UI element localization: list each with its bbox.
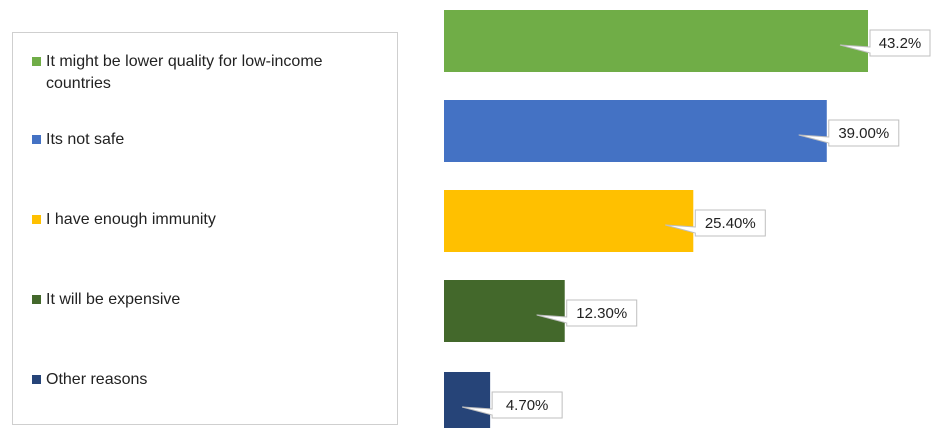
legend-item: Its not safe bbox=[32, 129, 386, 151]
legend-swatch bbox=[32, 215, 41, 224]
legend-label: It might be lower quality for low-income… bbox=[46, 53, 323, 92]
data-label: 43.2% bbox=[879, 35, 922, 52]
legend-item: Other reasons bbox=[32, 369, 386, 391]
legend-item: It might be lower quality for low-income… bbox=[32, 51, 386, 95]
bar bbox=[444, 10, 868, 72]
callout-box bbox=[828, 119, 900, 147]
legend-swatch bbox=[32, 295, 41, 304]
legend-label: Its not safe bbox=[46, 131, 125, 148]
data-label: 12.30% bbox=[576, 305, 627, 322]
legend-item: I have enough immunity bbox=[32, 209, 386, 231]
data-label: 39.00% bbox=[838, 125, 889, 142]
legend-swatch bbox=[32, 135, 41, 144]
callout-box bbox=[694, 209, 766, 237]
data-label-callout: 4.70% bbox=[462, 391, 563, 419]
legend-item: It will be expensive bbox=[32, 289, 386, 311]
data-label: 25.40% bbox=[705, 215, 756, 232]
data-label-callout: 43.2% bbox=[839, 29, 931, 57]
bar bbox=[444, 190, 694, 252]
data-label-callout: 25.40% bbox=[665, 209, 766, 237]
legend-label: It will be expensive bbox=[46, 291, 181, 308]
bar bbox=[444, 280, 565, 342]
callout-box bbox=[566, 299, 638, 327]
bar bbox=[444, 372, 491, 428]
legend-label: I have enough immunity bbox=[46, 211, 216, 228]
legend-swatch bbox=[32, 375, 41, 384]
data-label: 4.70% bbox=[506, 397, 549, 414]
chart-legend: It might be lower quality for low-income… bbox=[12, 32, 398, 425]
legend-swatch bbox=[32, 57, 41, 66]
data-label-callout: 12.30% bbox=[536, 299, 638, 327]
callout-box bbox=[491, 391, 563, 419]
bar bbox=[444, 100, 827, 162]
data-label-callout: 39.00% bbox=[798, 119, 900, 147]
legend-label: Other reasons bbox=[46, 371, 148, 388]
callout-box bbox=[869, 29, 931, 57]
